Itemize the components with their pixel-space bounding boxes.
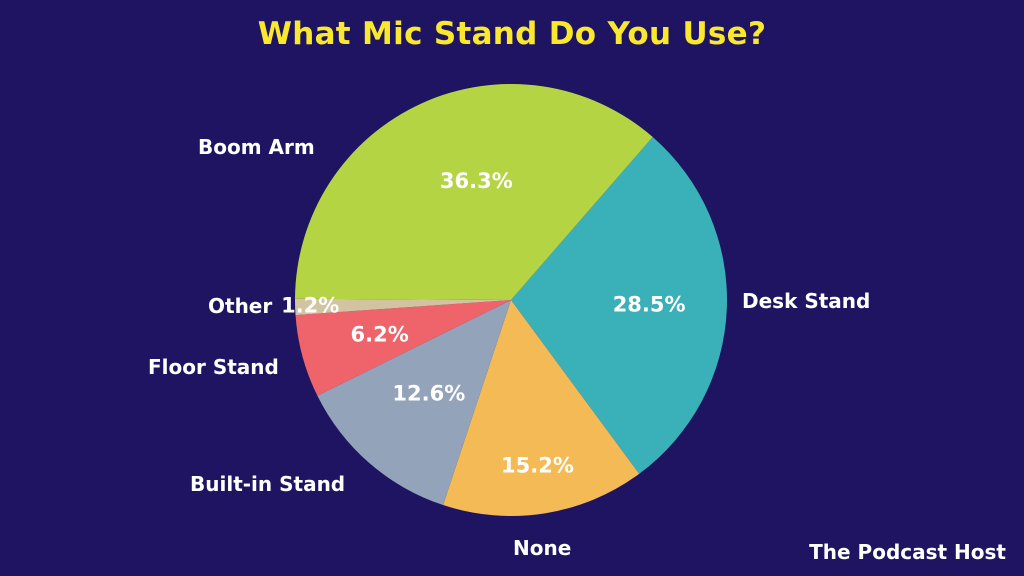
pie-slice-other: [295, 298, 511, 316]
pie-slice-floor-stand: [295, 300, 511, 396]
pie-slice-built-in-stand: [317, 300, 511, 506]
pct-label-built-in-stand: 12.6%: [392, 382, 465, 406]
pct-label-boom-arm: 36.3%: [440, 169, 513, 193]
label-other: Other: [208, 294, 273, 318]
label-none: None: [513, 536, 572, 560]
label-built-in-stand: Built-in Stand: [190, 472, 346, 496]
label-desk-stand: Desk Stand: [742, 289, 871, 313]
pct-label-floor-stand: 6.2%: [351, 323, 409, 347]
pie-percent-labels: 28.5% 15.2% 12.6% 6.2% 1.2% 36.3%: [281, 169, 685, 478]
pct-label-none: 15.2%: [501, 453, 574, 477]
pct-label-other: 1.2%: [281, 293, 339, 317]
brand-logo: The Podcast Host: [809, 540, 1006, 564]
pie-slice-desk-stand: [511, 136, 727, 474]
label-boom-arm: Boom Arm: [198, 135, 315, 159]
pct-label-desk-stand: 28.5%: [613, 293, 686, 317]
label-floor-stand: Floor Stand: [148, 355, 279, 379]
pie-slices: [295, 83, 727, 516]
chart-title: What Mic Stand Do You Use?: [257, 16, 767, 52]
pie-slice-none: [443, 300, 640, 516]
pie-slice-boom-arm: [295, 83, 653, 300]
